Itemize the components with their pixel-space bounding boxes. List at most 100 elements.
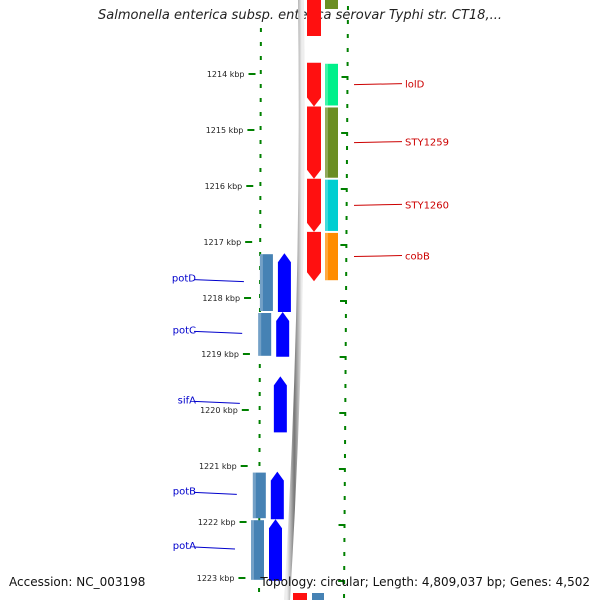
tick-mark-right (339, 412, 346, 414)
accession-text: Accession: NC_003198 (9, 575, 146, 589)
ruler-dot (258, 448, 261, 452)
gene-block-sty1259 (325, 107, 338, 178)
ruler-dot (343, 496, 346, 500)
ruler-dot (258, 364, 261, 368)
tick-mark-left (244, 297, 252, 299)
gene-block-highlight (325, 179, 328, 231)
gene-arrow-sty1259 (307, 106, 321, 179)
ruler-dot (345, 272, 348, 276)
gene-block-highlight (325, 63, 328, 106)
ruler-dot (346, 146, 349, 150)
ruler-dot (259, 182, 262, 186)
ruler-dot (345, 160, 348, 164)
gene-block-cobb (325, 232, 338, 281)
tick-mark-right (338, 468, 345, 470)
topology-text: Topology: circular; Length: 4,809,037 bp… (260, 575, 590, 589)
gene-label-leader (193, 491, 237, 495)
tick-mark-left (246, 185, 254, 187)
gene-label-lold: lolD (405, 80, 425, 91)
tick-mark-left (238, 577, 246, 579)
gene-label-leader (193, 279, 244, 283)
ruler-dot (259, 84, 262, 88)
gene-block-highlight (251, 520, 254, 580)
gene-block-continuation (312, 593, 324, 600)
ruler-dot (259, 42, 262, 46)
gene-label-leader (193, 330, 243, 334)
tick-mark-left (245, 241, 253, 243)
ruler-dot (345, 174, 348, 178)
gene-label-leader (193, 546, 236, 550)
tick-mark-left (247, 129, 255, 131)
ruler-dot (344, 384, 347, 388)
tick-label: 1216 kbp (205, 182, 243, 191)
tick-mark-right (340, 244, 347, 246)
ruler-dot (343, 454, 346, 458)
ruler-dot (258, 406, 261, 410)
tick-mark-right (340, 188, 347, 190)
gene-block-potc (258, 313, 272, 356)
ruler-dot (258, 588, 261, 592)
tick-mark-right (340, 300, 347, 302)
ruler-dot (343, 552, 346, 556)
tick-mark-left (239, 521, 247, 523)
ruler-dot (259, 112, 262, 116)
tick-mark-left (248, 73, 256, 75)
ruler-dot (346, 20, 349, 24)
ruler-dot (345, 230, 348, 234)
tick-mark-left (240, 465, 248, 467)
gene-label-potb: potB (173, 486, 196, 497)
axis-ticks: 1214 kbp 1215 kbp 1216 kbp 1217 kbp 1218 kbp… (197, 70, 348, 583)
gene-block-highlight (258, 313, 262, 356)
ruler-dot (344, 398, 347, 402)
gene-block-potb (252, 472, 266, 519)
ruler-dot (343, 510, 346, 514)
gene-block-highlight (325, 107, 328, 178)
ruler-dot (259, 70, 262, 74)
ruler-dot (343, 594, 346, 598)
ruler-dot (258, 392, 261, 396)
ruler-dot (259, 196, 262, 200)
gene-arrow-lold (307, 62, 321, 107)
ruler-dot (258, 434, 261, 438)
ruler-dot (258, 518, 261, 522)
ruler-dot (344, 342, 347, 346)
tick-mark-right (341, 132, 348, 134)
gene-label-sifa: sifA (178, 395, 197, 406)
ruler-dot (346, 62, 349, 66)
gene-label-leader (353, 83, 403, 86)
ruler-dot (345, 258, 348, 262)
gene-label-potc: potC (173, 325, 196, 336)
ruler-dot (345, 286, 348, 290)
gene-label-leader (193, 400, 240, 404)
gene-arrow-potb (270, 471, 284, 520)
gene-arrow-pota (269, 519, 282, 581)
ruler-dot (346, 6, 349, 10)
ruler-dot (259, 154, 262, 158)
ruler-dotted-line-right (343, 6, 349, 598)
tick-label: 1221 kbp (199, 462, 237, 471)
ruler-dot (259, 168, 262, 172)
gene-arrow-potc (276, 312, 290, 357)
ruler-dot (344, 328, 347, 332)
ruler-dot (259, 252, 262, 256)
gene-label-sty1259: STY1259 (405, 138, 449, 149)
gene-arrow-potd (277, 253, 291, 312)
ruler-dot (346, 104, 349, 108)
gene-label-potd: potD (172, 274, 196, 285)
gene-block-sty1260 (325, 179, 338, 231)
tick-label: 1217 kbp (203, 238, 241, 247)
ruler-dot (343, 566, 346, 570)
tick-mark-right (341, 76, 348, 78)
ruler-dot (344, 440, 347, 444)
tick-label: 1222 kbp (198, 518, 236, 527)
ruler-dot (259, 98, 262, 102)
gene-label-leader (353, 203, 403, 206)
tick-label: 1218 kbp (202, 294, 240, 303)
ruler-dot (259, 238, 262, 242)
gene-arrow-continuation (293, 593, 307, 600)
ruler-dot (344, 426, 347, 430)
tick-label: 1220 kbp (200, 406, 238, 415)
ruler-dot (346, 90, 349, 94)
chromosome-backbone (284, 0, 305, 600)
